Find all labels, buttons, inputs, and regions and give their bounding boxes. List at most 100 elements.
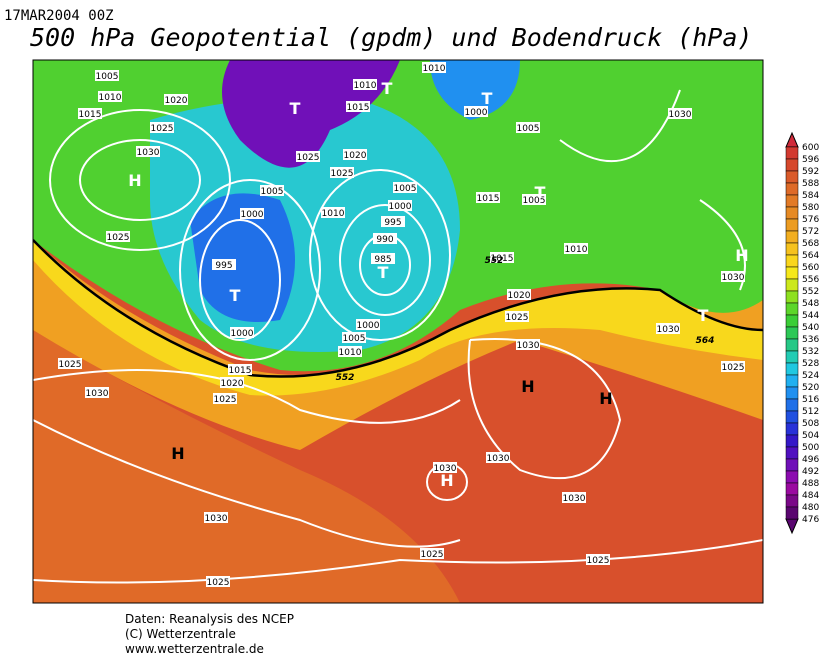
label-box: [330, 167, 354, 178]
label-box: [213, 393, 237, 404]
legend-swatch: [785, 230, 799, 244]
isobar-label: 1015: [229, 366, 252, 376]
isobar-label: 1005: [517, 124, 540, 134]
contour-label: 552: [485, 256, 504, 266]
isobar-label: 1005: [394, 184, 417, 194]
label-box: [164, 94, 188, 105]
isobar-label: 1030: [669, 110, 692, 120]
legend-label: 512: [802, 407, 819, 417]
isobar-label: 1000: [465, 108, 488, 118]
isobar-label: 1030: [517, 341, 540, 351]
legend-swatch: [785, 158, 799, 172]
footer-line: www.wetterzentrale.de: [125, 642, 264, 656]
label-box: [58, 358, 82, 369]
legend-label: 488: [802, 479, 819, 489]
label-box: [721, 361, 745, 372]
label-box: [230, 327, 254, 338]
isobar-label: 1010: [423, 64, 446, 74]
legend-swatch: [785, 362, 799, 376]
label-box: [204, 512, 228, 523]
legend-swatch: [785, 218, 799, 232]
legend-swatch: [785, 398, 799, 412]
legend-label: 560: [802, 263, 819, 273]
legend-swatch: [785, 242, 799, 256]
contour-label: 564: [696, 336, 715, 346]
isobar-label: 1015: [79, 110, 102, 120]
legend-label: 568: [802, 239, 819, 249]
label-box: [356, 319, 380, 330]
isobar-label: 1015: [491, 254, 514, 264]
date: 17MAR2004 00Z: [4, 8, 114, 24]
pressure-center: H: [128, 171, 141, 190]
isobar-label: 1030: [487, 454, 510, 464]
legend-swatch: [785, 326, 799, 340]
isobar-label: 1010: [99, 93, 122, 103]
label-box: [321, 207, 345, 218]
label-box: [507, 289, 531, 300]
footer-line: (C) Wetterzentrale: [125, 627, 236, 641]
pressure-center: H: [171, 444, 184, 463]
legend-swatch: [785, 194, 799, 208]
legend-swatch: [785, 386, 799, 400]
legend-swatch: [785, 482, 799, 496]
isobar-label: 1030: [722, 273, 745, 283]
field: [33, 330, 460, 603]
legend-swatch: [785, 206, 799, 220]
label-box: [433, 462, 457, 473]
label-box: [464, 106, 488, 117]
pressure-center: T: [698, 306, 709, 325]
pressure-center: T: [535, 183, 546, 202]
pressure-center: T: [382, 79, 393, 98]
legend-label: 508: [802, 419, 819, 429]
legend-label: 584: [802, 191, 819, 201]
legend: 600 596 592 588 584 580 576 572 568 564 560 556 552 5…: [785, 131, 819, 535]
footer-line: Daten: Reanalysis des NCEP: [125, 612, 294, 626]
legend-swatch: [785, 350, 799, 364]
label-box: [343, 149, 367, 160]
isobar-label: 1020: [508, 291, 531, 301]
legend-label: 516: [802, 395, 819, 405]
pressure-center: H: [440, 471, 453, 490]
label-box: [668, 108, 692, 119]
label-box: [381, 216, 405, 227]
isobar-label: 1020: [221, 379, 244, 389]
pressure-center: T: [230, 286, 241, 305]
isobar-label: 1005: [96, 72, 119, 82]
legend-label: 588: [802, 179, 819, 189]
legend-swatch: [785, 446, 799, 460]
label-box: [260, 185, 284, 196]
isobar-label: 1025: [151, 124, 174, 134]
pressure-center: H: [735, 246, 748, 265]
label-box: [516, 339, 540, 350]
isobar-label: 1010: [339, 348, 362, 358]
legend-label: 564: [802, 251, 819, 261]
label-box: [212, 259, 236, 270]
legend-arrow: [785, 131, 799, 148]
isobar-label: 1010: [565, 245, 588, 255]
label-box: [562, 492, 586, 503]
legend-label: 596: [802, 155, 819, 165]
label-box: [373, 233, 397, 244]
legend-label: 552: [802, 287, 819, 297]
legend-swatch: [785, 494, 799, 508]
legend-label: 476: [802, 515, 819, 525]
legend-label: 484: [802, 491, 819, 501]
label-box: [228, 364, 252, 375]
pressure-center: T: [482, 89, 493, 108]
isobar-label: 1000: [357, 321, 380, 331]
legend-label: 548: [802, 299, 819, 309]
isobar-label: 1025: [587, 556, 610, 566]
label-box: [422, 62, 446, 73]
isobar-label: 1030: [137, 148, 160, 158]
label-box: [393, 182, 417, 193]
field: [33, 240, 763, 396]
isobar-label: 990: [376, 235, 393, 245]
legend-arrow: [785, 518, 799, 535]
legend-label: 540: [802, 323, 819, 333]
legend-label: 504: [802, 431, 819, 441]
legend-label: 500: [802, 443, 819, 453]
label-box: [296, 151, 320, 162]
label-box: [564, 243, 588, 254]
label-box: [338, 346, 362, 357]
legend-swatch: [785, 290, 799, 304]
